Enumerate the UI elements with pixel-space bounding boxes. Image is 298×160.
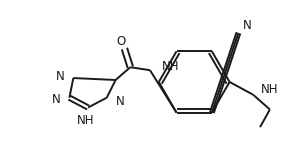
Text: N: N xyxy=(116,95,124,108)
Text: N: N xyxy=(56,70,64,83)
Text: NH: NH xyxy=(77,114,95,127)
Text: NH: NH xyxy=(261,83,279,96)
Text: N: N xyxy=(52,93,60,106)
Text: N: N xyxy=(243,20,252,32)
Text: O: O xyxy=(117,35,126,48)
Text: NH: NH xyxy=(162,60,179,73)
